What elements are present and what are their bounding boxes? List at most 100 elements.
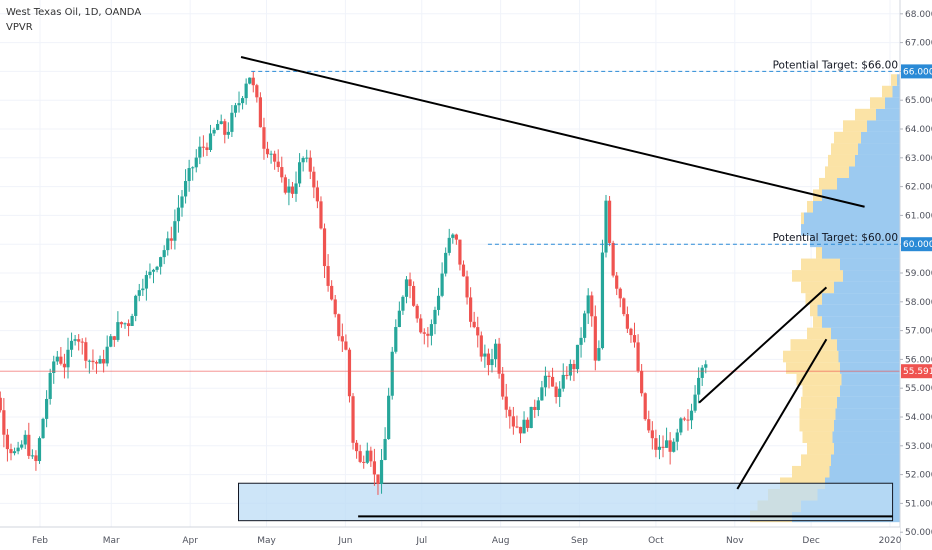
vp-row-value-area bbox=[832, 431, 900, 443]
trendline-descending-resistance bbox=[240, 56, 865, 208]
candle-body bbox=[0, 397, 2, 411]
vp-row-value-area bbox=[834, 442, 900, 455]
candle-body bbox=[518, 426, 523, 434]
vp-row-value-area bbox=[829, 465, 900, 478]
candle-body bbox=[280, 167, 284, 178]
candle-body bbox=[269, 153, 273, 155]
candle-body bbox=[27, 434, 31, 456]
candle-body bbox=[162, 250, 166, 258]
time-tick-label: Oct bbox=[648, 536, 664, 546]
candle-body bbox=[344, 341, 348, 350]
price-tick-label: 56.000 bbox=[905, 355, 932, 365]
last-price-label: 55.591 bbox=[903, 367, 932, 377]
vp-row-outside bbox=[870, 97, 885, 109]
price-tick-label: 54.000 bbox=[905, 413, 932, 423]
price-axis[interactable]: 68.000 67.000 66.000 65.000 64.000 63.000 62.0… bbox=[899, 0, 932, 550]
candles[interactable] bbox=[0, 71, 708, 495]
vp-row-value-area bbox=[831, 327, 900, 340]
time-tick-label: 2020 bbox=[879, 536, 902, 546]
candle-body bbox=[294, 183, 298, 194]
candle-body bbox=[180, 196, 184, 208]
candle-body bbox=[2, 410, 6, 435]
candle-body bbox=[493, 343, 498, 360]
candle-body bbox=[148, 271, 152, 276]
trendline-channel-upper bbox=[698, 286, 828, 404]
last-price-badge bbox=[901, 364, 932, 379]
candle-body bbox=[704, 364, 708, 368]
vp-row-value-area bbox=[837, 177, 900, 190]
vp-row-outside bbox=[801, 454, 831, 466]
vp-row-outside bbox=[834, 131, 861, 144]
candle-body bbox=[472, 321, 476, 328]
candle-body bbox=[187, 168, 191, 182]
candle-body bbox=[458, 239, 462, 265]
vp-row-outside bbox=[801, 212, 804, 225]
candle-body bbox=[333, 299, 337, 315]
candle-body bbox=[486, 353, 491, 366]
candle-body bbox=[105, 346, 109, 364]
candle-body bbox=[169, 238, 173, 241]
vp-row-outside bbox=[810, 304, 818, 317]
indicator-label[interactable]: VPVR bbox=[6, 22, 33, 33]
vp-row-outside bbox=[799, 419, 834, 432]
vp-row-value-area bbox=[834, 281, 900, 294]
support-zone bbox=[238, 482, 894, 522]
candle-body bbox=[536, 400, 540, 410]
vp-row-outside bbox=[796, 373, 842, 386]
candle-body bbox=[394, 327, 398, 352]
candle-body bbox=[308, 157, 312, 172]
candle-body bbox=[134, 295, 138, 316]
candle-body bbox=[290, 186, 295, 194]
vp-row-value-area bbox=[861, 131, 900, 144]
time-tick-label: Mar bbox=[103, 536, 120, 546]
candle-body bbox=[533, 406, 537, 410]
candle-body bbox=[664, 440, 669, 448]
candle-body bbox=[579, 337, 583, 345]
candle-body bbox=[376, 474, 380, 485]
candle-body bbox=[94, 362, 99, 364]
candle-body bbox=[5, 434, 10, 450]
candle-body bbox=[636, 342, 640, 371]
candle-body bbox=[679, 418, 683, 433]
vp-row-outside bbox=[801, 396, 837, 409]
candle-body bbox=[604, 200, 608, 253]
candle-body bbox=[226, 131, 230, 135]
time-axis[interactable]: Feb Mar Apr May Jun Jul Aug Sep Oct Nov Dec 2020 bbox=[0, 526, 902, 550]
price-tick-label: 57.000 bbox=[905, 327, 932, 337]
drawings[interactable]: Potential Target: $66.00 Potential Target… bbox=[0, 56, 900, 518]
vp-row-value-area bbox=[897, 74, 900, 86]
candle-body bbox=[262, 127, 266, 149]
vp-row-value-area bbox=[840, 258, 900, 271]
candle-body bbox=[408, 279, 412, 286]
candle-body bbox=[622, 298, 626, 315]
candle-body bbox=[9, 449, 13, 454]
candle-body bbox=[668, 440, 672, 452]
candle-body bbox=[287, 186, 291, 193]
candle-body bbox=[647, 419, 651, 431]
candle-body bbox=[451, 234, 455, 238]
candle-body bbox=[426, 333, 430, 336]
candle-body bbox=[369, 450, 373, 462]
candle-body bbox=[540, 387, 544, 401]
vp-row-outside bbox=[819, 177, 837, 190]
candle-body bbox=[436, 295, 441, 310]
candle-body bbox=[233, 105, 238, 113]
candle-body bbox=[244, 83, 248, 99]
candle-body bbox=[372, 461, 377, 475]
time-tick-label: Sep bbox=[571, 536, 588, 546]
time-tick-label: Apr bbox=[182, 536, 198, 546]
vp-row-outside bbox=[783, 350, 839, 363]
candle-body bbox=[34, 455, 38, 462]
vp-row-outside bbox=[831, 143, 858, 155]
candle-body bbox=[575, 344, 580, 370]
candle-body bbox=[650, 430, 654, 439]
candle-body bbox=[547, 375, 551, 377]
vp-row-value-area bbox=[835, 408, 900, 420]
candle-body bbox=[686, 419, 690, 421]
candle-body bbox=[62, 363, 67, 368]
volume-profile bbox=[750, 74, 900, 523]
candle-body bbox=[141, 288, 145, 291]
candle-body bbox=[693, 394, 697, 411]
candle-body bbox=[600, 252, 605, 349]
